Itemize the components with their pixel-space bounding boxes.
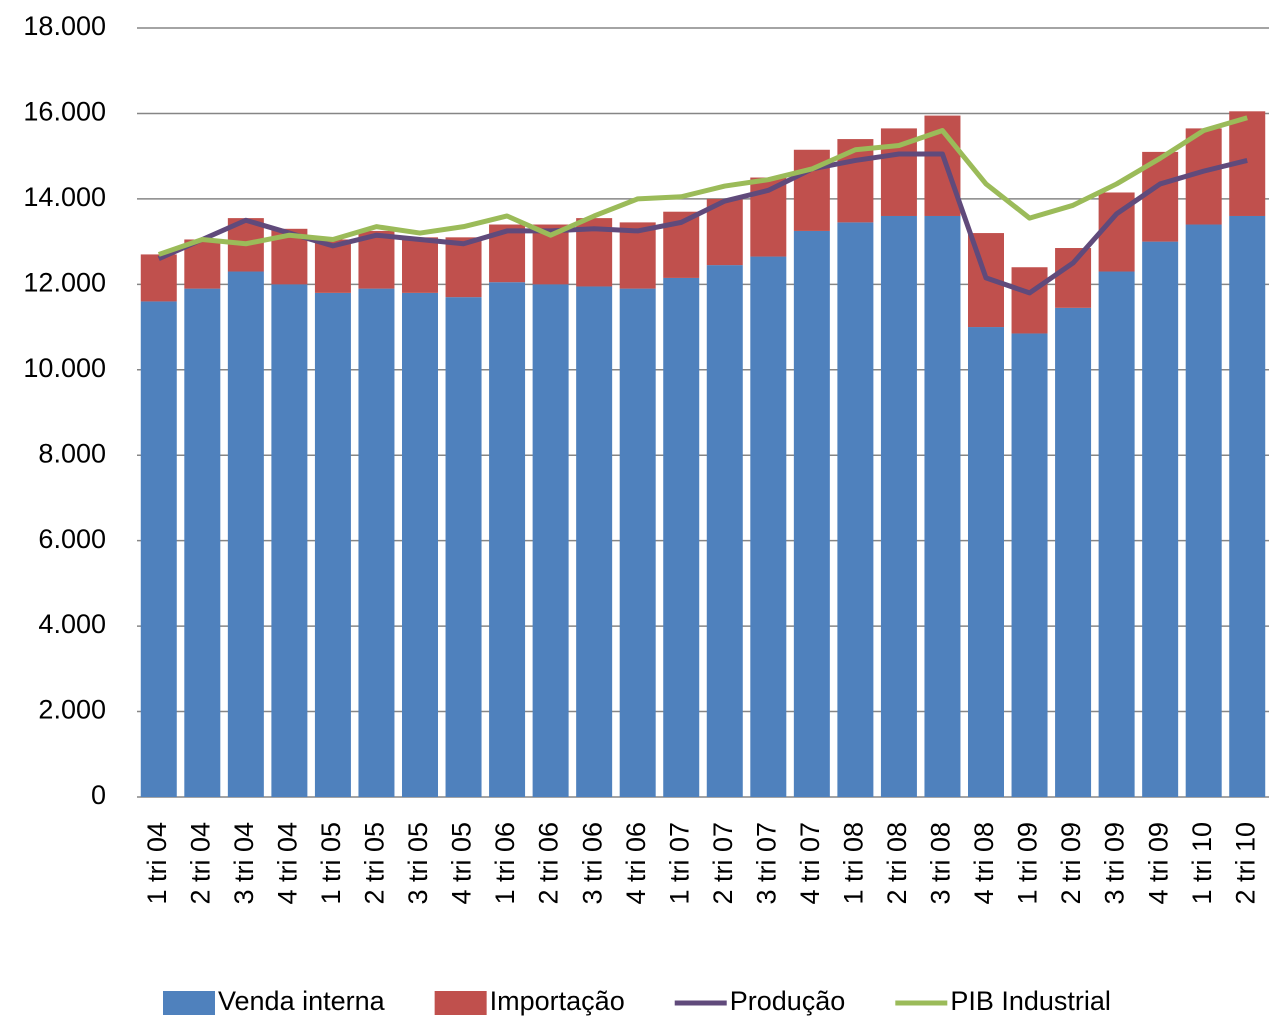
legend-label: Importação — [490, 986, 625, 1016]
x-tick-label: 3 tri 09 — [1100, 822, 1130, 905]
bar — [358, 288, 395, 797]
x-tick-label: 2 tri 06 — [534, 822, 564, 905]
x-tick-label: 3 tri 05 — [403, 822, 433, 905]
x-tick-label: 4 tri 08 — [969, 822, 999, 905]
x-tick-label: 2 tri 07 — [708, 822, 738, 905]
bar — [227, 271, 264, 797]
bar — [706, 198, 743, 266]
bar — [663, 277, 700, 797]
x-tick-label: 3 tri 04 — [229, 822, 259, 905]
y-tick-label: 12.000 — [23, 267, 106, 297]
legend-label: PIB Industrial — [950, 986, 1111, 1016]
line — [157, 151, 1248, 296]
x-tick-label: 4 tri 05 — [447, 822, 477, 905]
bar — [750, 256, 787, 797]
bar — [1055, 307, 1092, 797]
legend-label: Produção — [730, 986, 846, 1016]
bar — [271, 284, 308, 797]
bar — [532, 284, 569, 797]
bar — [1055, 248, 1092, 308]
bar — [1229, 215, 1266, 797]
x-tick-label: 4 tri 06 — [621, 822, 651, 905]
legend-swatch — [163, 991, 215, 1015]
x-tick-label: 2 tri 09 — [1056, 822, 1086, 905]
bar — [706, 265, 743, 797]
x-tick-label: 1 tri 10 — [1187, 822, 1217, 905]
y-tick-label: 10.000 — [23, 353, 106, 383]
bar — [837, 222, 874, 797]
x-tick-label: 4 tri 09 — [1143, 822, 1173, 905]
x-tick-label: 1 tri 07 — [664, 822, 694, 905]
bar — [402, 237, 438, 293]
y-tick-label: 18.000 — [23, 11, 106, 41]
x-tick-label: 4 tri 07 — [795, 822, 825, 905]
x-tick-label: 2 tri 05 — [360, 822, 390, 905]
x-tick-label: 1 tri 06 — [490, 822, 520, 905]
y-tick-label: 2.000 — [38, 695, 106, 725]
bar — [140, 301, 177, 797]
bar — [184, 239, 221, 289]
y-tick-label: 6.000 — [38, 524, 106, 554]
x-tick-label: 1 tri 09 — [1013, 822, 1043, 905]
bar — [402, 292, 438, 797]
x-tick-label: 3 tri 06 — [577, 822, 607, 905]
y-tick-label: 0 — [91, 780, 106, 810]
bar — [1011, 267, 1048, 334]
line — [157, 115, 1248, 257]
x-tick-label: 1 tri 08 — [839, 822, 869, 905]
bar — [576, 286, 613, 797]
bar — [924, 215, 961, 797]
x-tick-label: 2 tri 08 — [882, 822, 912, 905]
bar — [880, 215, 917, 797]
y-tick-label: 8.000 — [38, 438, 106, 468]
legend-swatch — [434, 991, 487, 1015]
bar — [1098, 271, 1135, 797]
bar — [314, 292, 351, 797]
x-tick-label: 2 tri 04 — [185, 822, 215, 905]
bar — [1185, 224, 1222, 797]
bar — [445, 237, 482, 298]
y-tick-label: 14.000 — [23, 182, 106, 212]
x-tick-label: 4 tri 04 — [273, 822, 303, 905]
x-tick-label: 3 tri 07 — [751, 822, 781, 905]
bar — [793, 230, 830, 798]
bar — [619, 288, 656, 797]
bar — [184, 288, 221, 797]
bar — [140, 254, 177, 302]
bar — [1142, 241, 1179, 798]
legend-label: Venda interna — [218, 986, 386, 1016]
y-tick-label: 16.000 — [23, 97, 106, 127]
bar — [489, 282, 526, 797]
x-tick-label: 1 tri 04 — [142, 822, 172, 905]
y-tick-label: 4.000 — [38, 609, 106, 639]
x-tick-label: 3 tri 08 — [926, 822, 956, 905]
bar — [1011, 333, 1048, 797]
x-tick-label: 2 tri 10 — [1230, 822, 1260, 905]
x-tick-label: 1 tri 05 — [316, 822, 346, 905]
bar — [968, 327, 1004, 797]
bar — [445, 297, 482, 797]
